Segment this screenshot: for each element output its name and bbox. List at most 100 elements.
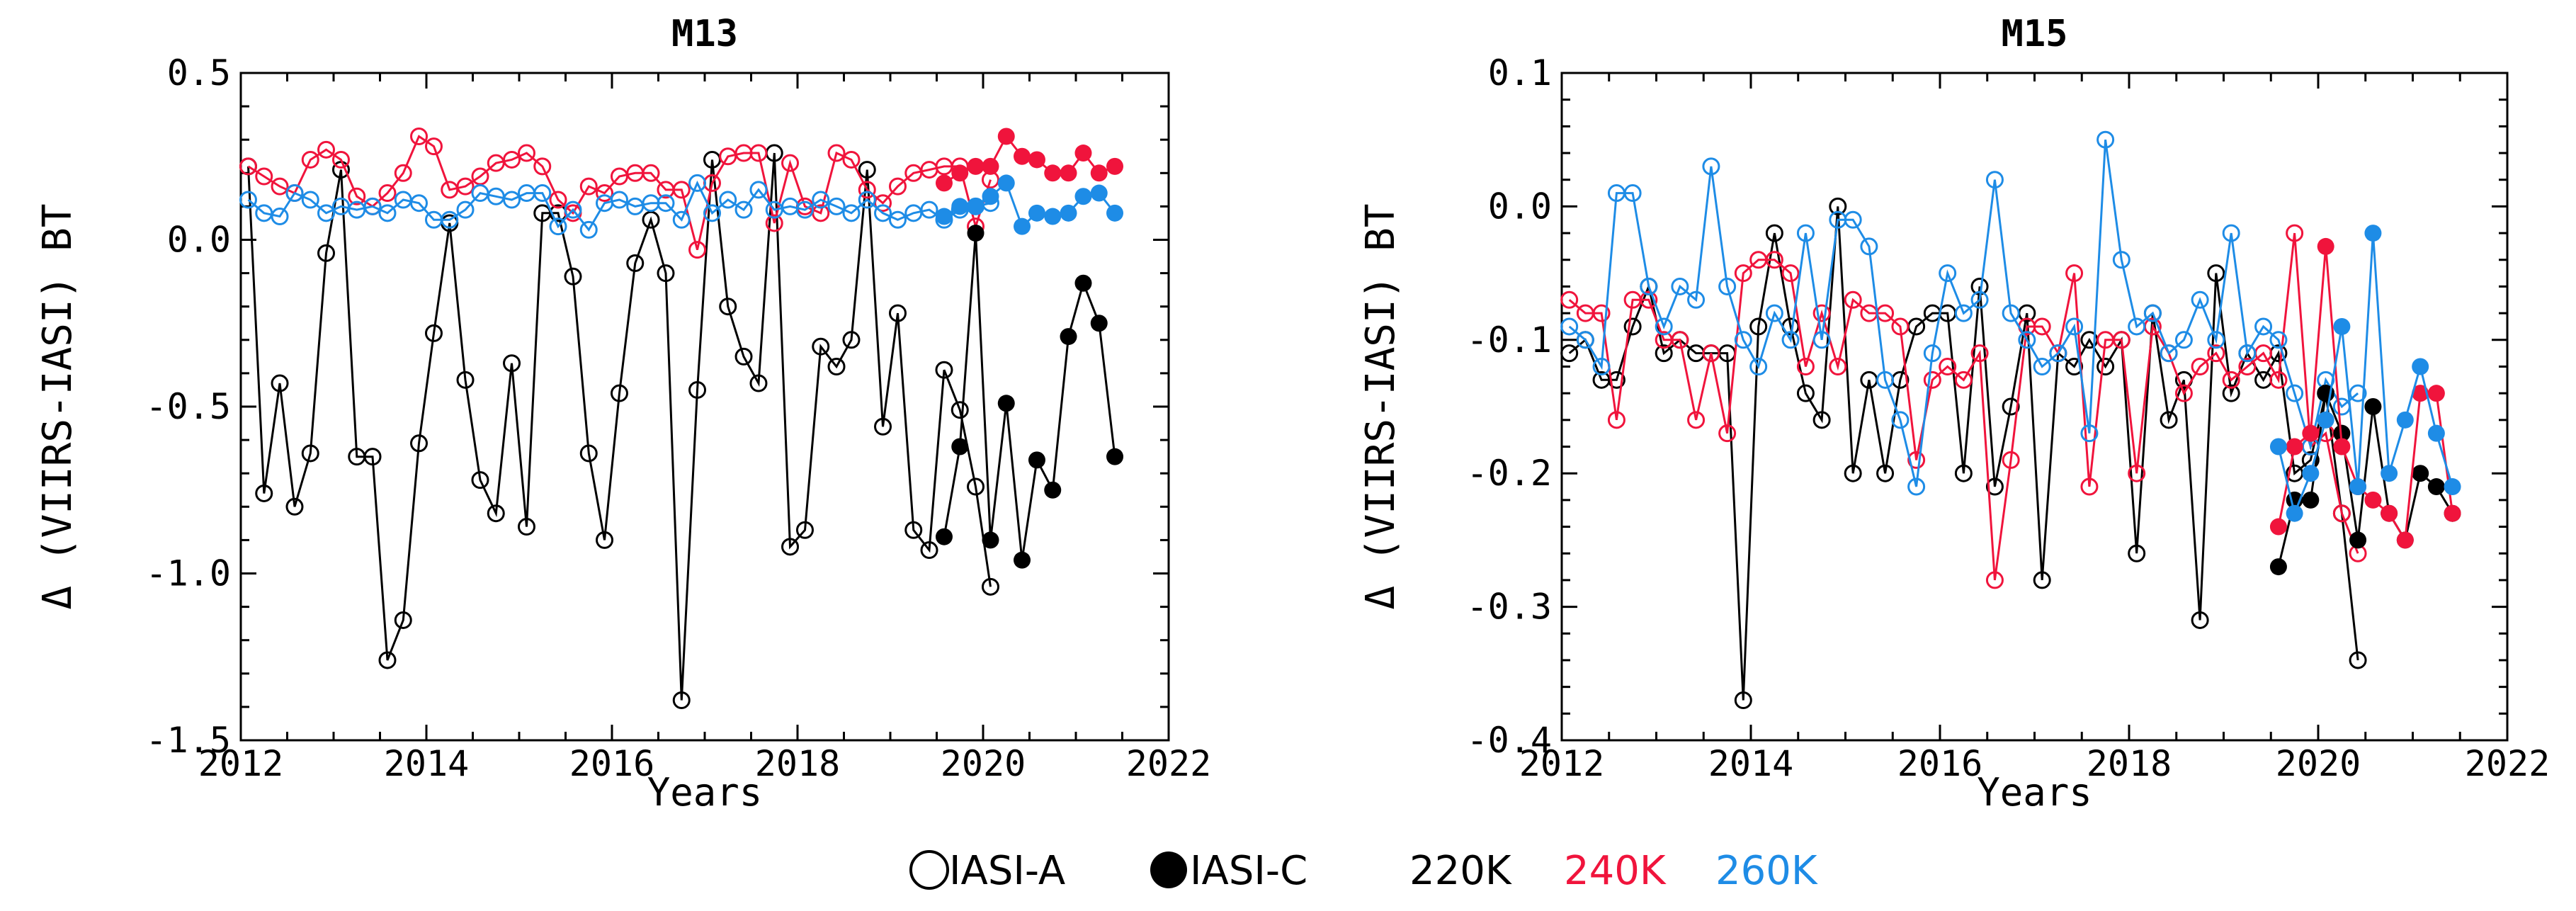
chart-m13-series-iasi-c-260k-point [935,208,953,225]
chart-m13-series-iasi-a-220k-point [394,611,412,629]
chart-m15-series-iasi-c-260k-point [2396,411,2414,429]
chart-m15-series-iasi-a-260k-point [2128,317,2146,336]
chart-m13-series-iasi-a-260k-point [920,200,938,219]
chart-m15-series-iasi-a-260k-point [1781,331,1800,349]
chart-m13-series-iasi-c-260k-point [1106,204,1124,222]
chart-m13-series-iasi-a-220k-point [874,417,892,436]
chart-m15-series-iasi-a-240k-point [2332,504,2351,523]
chart-m15-series-iasi-a-240k-point [2207,344,2225,363]
chart-m13-series-iasi-a-220k-point [363,448,382,466]
chart-m13-series-iasi-c-220k-point [997,395,1015,412]
chart-m15-series-iasi-c-260k-point [2333,317,2351,335]
chart-m13-series-iasi-a-220k-point [951,401,969,419]
chart-m15-series-iasi-a-220k-point [2222,384,2240,402]
chart-m15-series-iasi-a-240k-point [2238,357,2257,375]
chart-m13-series-iasi-a-260k-point [363,197,382,215]
chart-m15-series-iasi-a-220k-point [1796,384,1815,402]
chart-m13-series-iasi-c-220k-point [967,225,985,242]
chart-m13-series-iasi-a-260k-point [441,210,459,229]
chart-m15-series-iasi-a-240k-point [1812,304,1831,322]
chart-m13-series-iasi-c-240k [935,128,1124,192]
chart-m13-series-iasi-a-220k-point [271,374,289,392]
chart-m13-series-iasi-a-220k-point [749,374,768,392]
chart-m13-series-iasi-a-240k-point [688,241,707,259]
chart-m13-series-iasi-a-260k-point [874,204,892,222]
chart-m13-series-iasi-c-260k-point [951,198,969,215]
chart-m13-series-iasi-a-220k-point [781,538,800,556]
chart-m15-series-iasi-a-260k-point [2065,317,2084,336]
legend-marker-iasi-a [909,850,949,890]
chart-m13-series-iasi-a-260k-point [795,200,814,219]
chart-m13-series-iasi-a-240k-point [781,154,800,172]
chart-m15-series-iasi-a-240k-line [1568,232,2359,581]
chart-m13-series-iasi-a-220k-point [967,477,985,496]
chart-m13-series-iasi-a-260k-point [657,194,675,213]
chart-m13-series-iasi-c-240k-point [982,157,999,175]
chart-m15-series-iasi-c-260k-point [2286,504,2303,522]
chart-m13-series-iasi-c-220k [935,225,1124,569]
chart-m15-series-iasi-a-260k-point [1860,237,1878,256]
legend-label-iasi-a: IASI-A [949,848,1065,894]
chart-m13-series-iasi-a-220k-point [610,384,628,402]
chart-m13-series-iasi-c-220k-point [951,438,969,455]
chart-m13-series-iasi-a-260k-point [285,184,304,203]
chart-m15-series-iasi-a-220k-point [1876,464,1895,482]
chart-m13-series-iasi-a-260k-point [239,191,257,209]
chart-m15-ytick-label: -0.1 [1467,319,1552,361]
chart-m15-series-iasi-a-260k-point [2143,304,2162,322]
chart-m13-series-iasi-a-260k-point [672,210,691,229]
chart-m15-series-iasi-a-240k-point [1970,344,1989,363]
chart-m13-series-iasi-a-220k-point [888,304,907,322]
chart-m15-series-iasi-a-260k-point [1671,277,1689,295]
chart-m13-xtick-label: 2014 [384,743,469,784]
chart-m15-series-iasi-a-220k-point [2033,571,2051,589]
legend-label-iasi-c: IASI-C [1190,848,1307,894]
chart-m13-series-iasi-a-240k-point [579,177,598,196]
chart-m15-series-iasi-a-220k-point [1749,317,1768,336]
chart-m13-series-iasi-a-220k-point [904,521,923,539]
chart-m15-series-iasi-a-240k-point [2128,464,2146,482]
chart-m15-series-iasi-c-260k-point [2302,465,2320,482]
chart-m13-plot-frame [239,72,1170,742]
chart-m13-series-iasi-a-260k-point [410,194,429,213]
chart-m13-series-iasi-a-220k-point [734,347,753,366]
chart-m15-ytick-label: 0.0 [1488,186,1552,227]
chart-m15-ylabel: Δ (VIIRS-IASI) BT [1358,203,1404,609]
chart-m15-series-iasi-a-260k-point [2033,357,2051,375]
chart-m15-series-iasi-a-260k-point [2191,290,2209,309]
chart-m15-series-iasi-a-260k-point [2254,317,2273,336]
chart-m15-series-iasi-a-240k-point [1734,264,1752,283]
chart-m13-series-iasi-a-220k [239,144,999,709]
chart-m13-series-iasi-a-240k-point [424,137,443,156]
chart-m15-series-iasi-a-220k-point [2096,357,2115,375]
chart-m15-series-iasi-a-220k-point [1829,197,1847,215]
chart-m15-series-iasi-a-240k-point [2222,370,2240,389]
chart-m13-series-iasi-a-220k-point [657,264,675,283]
chart-m15-xtick-label: 2016 [1897,743,1982,784]
chart-m13-series-iasi-a-240k-point [471,167,489,186]
chart-m13-ytick-label: -0.5 [146,386,231,427]
chart-m15-series-iasi-a-220k-point [2128,544,2146,562]
chart-m15-series-iasi-a-260k-point [1844,210,1862,229]
chart-m13-series-iasi-a-260k-point [610,191,628,209]
chart-m15-series-iasi-a-260k-point [2238,344,2257,363]
chart-m15-series-iasi-a-260k-point [2269,331,2288,349]
chart-m13-series-iasi-a-220k-point [688,380,707,399]
chart-m15-series-iasi-c-220k-point [2269,558,2287,576]
chart-m15-xtick-label: 2020 [2276,743,2361,784]
chart-m13-series-iasi-a-240k-point [749,144,768,162]
chart-m15-series-iasi-c-220k-point [2364,398,2382,415]
chart-m15-series-iasi-c-260k-point [2349,478,2367,496]
chart-m13-series-iasi-c-240k-point [951,164,969,182]
chart-m13-series-iasi-c-240k-point [1106,157,1124,175]
chart-m15-series-iasi-a-240k-point [2065,264,2084,283]
chart-m15-series-iasi-a-260k-point [2286,384,2304,402]
chart-m13-series-iasi-a-240k-point [858,181,876,199]
chart-m13-series-iasi-c-240k-point [1044,164,1062,182]
chart-m13-series-iasi-a-220k-point [795,521,814,539]
chart-m13-xtick-label: 2022 [1126,743,1211,784]
chart-m15-series-iasi-a-240k-point [1939,357,1957,375]
chart-m13-series-iasi-a-220k-point [255,484,273,502]
chart-m15-series-iasi-a-220k-point [1734,691,1752,709]
chart-m15-series-iasi-a-220k [1560,197,2367,709]
